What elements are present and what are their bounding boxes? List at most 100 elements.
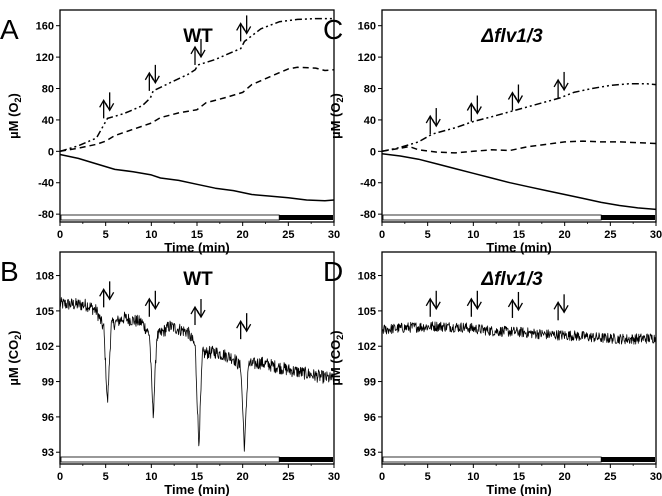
arrow-down-head <box>196 309 206 319</box>
panel-title: WT <box>183 269 213 290</box>
y-axis-label: µM (O2) <box>328 93 345 139</box>
y-tick-label: 102 <box>36 341 54 353</box>
y-tick-label: -80 <box>38 209 54 221</box>
x-tick-label: 30 <box>650 471 662 483</box>
x-tick-label: 5 <box>425 471 431 483</box>
light-period-bar <box>382 214 602 221</box>
panel-letter: A <box>0 14 19 45</box>
panel-B: 0 5 10 15 20 25 30 93 96 99 102 105 108 Time (min) µM … <box>0 251 340 496</box>
y-tick-label: 105 <box>358 306 376 318</box>
y-tick-label: -80 <box>360 209 376 221</box>
x-tick-label: 10 <box>467 471 479 483</box>
addition-arrow <box>236 313 252 340</box>
y-tick-label: 105 <box>36 306 54 318</box>
light-period-bar <box>382 456 602 463</box>
x-tick-label: 5 <box>425 229 431 241</box>
x-tick-label: 30 <box>650 229 662 241</box>
arrow-down-head <box>472 301 482 311</box>
arrow-down-head <box>105 292 115 301</box>
light-period-bar <box>60 214 280 221</box>
x-tick-label: 10 <box>467 229 479 241</box>
x-tick-label: 20 <box>559 229 571 241</box>
addition-arrow <box>507 84 523 111</box>
x-tick-label: 10 <box>145 471 157 483</box>
arrow-down-head <box>150 301 160 311</box>
addition-arrow <box>190 38 206 65</box>
y-tick-label: -40 <box>360 178 376 190</box>
x-axis-label: Time (min) <box>164 482 230 496</box>
x-tick-label: 5 <box>103 471 109 483</box>
arrow-down-head <box>472 106 482 115</box>
series-line-dashdot <box>59 17 334 153</box>
y-tick-label: -40 <box>38 178 54 190</box>
x-tick-label: 25 <box>282 229 294 241</box>
panel-D: 0 5 10 15 20 25 30 93 96 99 102 105 108 Time (min) µM … <box>323 251 662 496</box>
addition-arrow <box>425 108 441 135</box>
y-tick-label: 120 <box>36 52 54 64</box>
x-tick-label: 15 <box>191 471 203 483</box>
y-tick-label: 0 <box>48 146 54 158</box>
y-tick-label: 80 <box>364 84 376 96</box>
y-tick-label: 40 <box>42 115 54 127</box>
arrow-down-head <box>513 95 523 104</box>
y-tick-label: 160 <box>36 21 54 33</box>
y-tick-label: 93 <box>364 447 376 459</box>
x-tick-label: 15 <box>513 471 525 483</box>
addition-arrow <box>425 290 441 317</box>
y-axis-label: µM (O2) <box>6 93 23 139</box>
arrow-down-head <box>431 118 441 128</box>
panel-title: Δflv1/3 <box>480 269 543 290</box>
x-tick-label: 30 <box>328 229 340 241</box>
series-line-solid <box>381 321 657 345</box>
y-tick-label: 93 <box>42 447 54 459</box>
y-tick-label: 40 <box>364 115 376 127</box>
x-tick-label: 25 <box>604 229 616 241</box>
series-line-solid <box>59 153 335 202</box>
y-tick-label: 160 <box>358 21 376 33</box>
arrow-down-head <box>105 103 115 112</box>
y-tick-label: 96 <box>364 412 376 424</box>
panel-A: 0 5 10 15 20 25 30 -80 -40 0 40 80 120 160 Time (min) µ… <box>0 9 340 255</box>
x-tick-label: 0 <box>57 229 63 241</box>
addition-arrow <box>144 290 160 317</box>
panel-title: Δflv1/3 <box>480 26 543 47</box>
addition-arrow <box>466 290 482 317</box>
series-line-dashed <box>381 140 657 154</box>
light-period-bar <box>60 456 280 463</box>
x-tick-label: 20 <box>237 229 249 241</box>
addition-arrow <box>99 281 115 308</box>
series-line-solid <box>381 152 657 211</box>
x-tick-label: 10 <box>145 229 157 241</box>
addition-arrow <box>466 95 482 122</box>
arrow-down-head <box>513 302 523 312</box>
y-tick-label: 120 <box>358 52 376 64</box>
x-tick-label: 15 <box>513 229 525 241</box>
x-tick-label: 20 <box>559 471 571 483</box>
arrow-down-head <box>196 49 206 59</box>
x-tick-label: 30 <box>328 471 340 483</box>
dark-period-bar <box>279 457 333 462</box>
y-tick-label: 102 <box>358 341 376 353</box>
x-tick-label: 0 <box>379 229 385 241</box>
x-tick-label: 5 <box>103 229 109 241</box>
y-axis-label: µM (CO2) <box>328 330 345 385</box>
x-tick-label: 25 <box>604 471 616 483</box>
addition-arrow <box>553 294 569 321</box>
addition-arrow <box>507 291 523 318</box>
panel-C: 0 5 10 15 20 25 30 -80 -40 0 40 80 120 160 Time (min) µ… <box>323 9 662 255</box>
panel-letter: D <box>323 256 343 287</box>
arrow-down-head <box>559 304 569 314</box>
y-tick-label: 99 <box>364 377 376 389</box>
y-tick-label: 108 <box>358 271 376 283</box>
panel-title: WT <box>183 26 213 47</box>
y-tick-label: 108 <box>36 271 54 283</box>
addition-arrow <box>236 15 252 42</box>
series-line-dashed <box>59 66 335 153</box>
x-axis-label: Time (min) <box>486 240 552 255</box>
panel-letter: C <box>323 14 343 45</box>
addition-arrow <box>144 64 160 91</box>
addition-arrow <box>553 71 569 98</box>
y-tick-label: 96 <box>42 412 54 424</box>
arrow-down-head <box>559 82 569 92</box>
